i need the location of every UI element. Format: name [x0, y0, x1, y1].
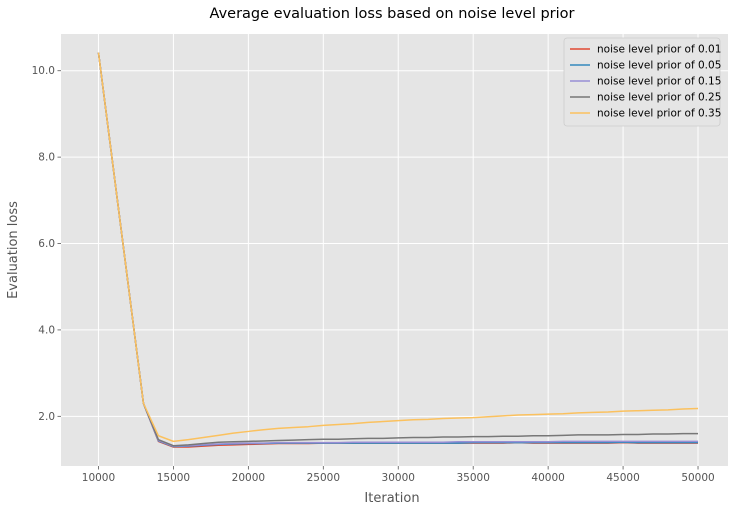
- x-tick-label: 45000: [606, 472, 639, 484]
- chart-title: Average evaluation loss based on noise l…: [210, 6, 575, 22]
- x-tick-label: 10000: [82, 472, 115, 484]
- y-axis-label: Evaluation loss: [6, 201, 21, 299]
- legend-label: noise level prior of 0.01: [597, 44, 721, 56]
- x-tick-label: 20000: [232, 472, 265, 484]
- x-tick-label: 15000: [157, 472, 190, 484]
- y-tick-label: 6.0: [38, 238, 55, 250]
- legend-box: [563, 37, 721, 127]
- y-tick-label: 4.0: [38, 324, 55, 336]
- legend-label: noise level prior of 0.05: [597, 60, 721, 72]
- x-tick-label: 50000: [681, 472, 714, 484]
- legend-label: noise level prior of 0.35: [597, 108, 721, 120]
- legend-label: noise level prior of 0.25: [597, 92, 721, 104]
- tick-layer: 10000 15000 20000 25000 30000 35000 40000 45000…: [32, 65, 715, 484]
- legend-label: noise level prior of 0.15: [597, 76, 721, 88]
- y-tick-label: 8.0: [38, 152, 55, 164]
- legend: noise level prior of 0.01 noise level pri…: [563, 37, 721, 127]
- y-tick-label: 2.0: [38, 411, 55, 423]
- x-axis-label: Iteration: [364, 491, 419, 506]
- y-tick-label: 10.0: [32, 65, 55, 77]
- series-line-3: [97, 52, 699, 447]
- x-tick-label: 40000: [531, 472, 564, 484]
- x-tick-label: 25000: [307, 472, 340, 484]
- x-tick-label: 35000: [456, 472, 489, 484]
- series-line-4: [97, 52, 699, 443]
- series-layer: [97, 52, 699, 448]
- x-tick-label: 30000: [382, 472, 415, 484]
- series-line-2: [97, 52, 699, 447]
